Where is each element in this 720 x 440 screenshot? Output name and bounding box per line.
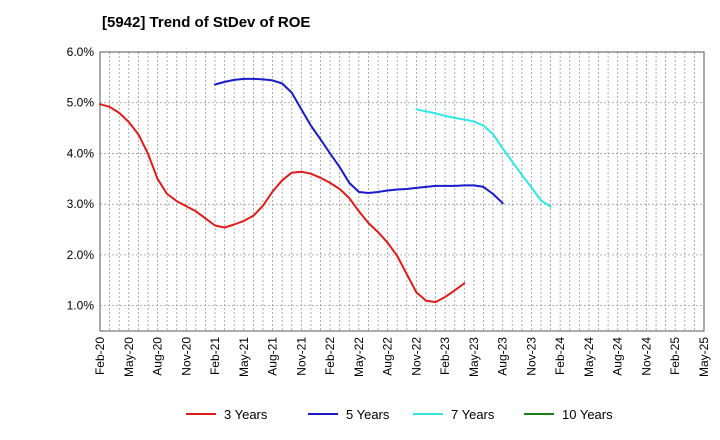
legend-label: 10 Years — [562, 407, 613, 422]
legend-label: 3 Years — [224, 407, 268, 422]
x-tick-label: May-24 — [582, 337, 596, 377]
x-tick-label: Aug-21 — [266, 337, 280, 376]
legend-label: 7 Years — [451, 407, 495, 422]
series-line-3 — [415, 108, 552, 208]
x-tick-label: May-23 — [467, 337, 481, 377]
plot-frame — [99, 51, 705, 332]
x-tick-label: May-21 — [237, 337, 251, 377]
x-tick-label: Feb-25 — [668, 337, 682, 375]
x-tick-label: Feb-24 — [553, 337, 567, 375]
plot-area — [100, 52, 704, 331]
x-tick-label: May-22 — [352, 337, 366, 377]
y-tick-label: 4.0% — [67, 146, 95, 160]
x-tick-label: Feb-21 — [208, 337, 222, 375]
x-tick-label: Aug-24 — [611, 337, 625, 376]
x-tick-label: May-20 — [122, 337, 136, 377]
x-tick-label: Nov-20 — [179, 337, 193, 376]
axis-layer: 1.0% 2.0% 3.0% 4.0% 5.0% 6.0% Feb-20 May-20 Aug-… — [67, 45, 711, 377]
x-tick-label: Nov-22 — [409, 337, 423, 376]
y-tick-label: 6.0% — [67, 45, 95, 59]
grid-layer — [100, 51, 704, 331]
y-tick-label: 5.0% — [67, 96, 95, 110]
y-tick-label: 2.0% — [67, 248, 95, 262]
x-tick-label: Feb-20 — [93, 337, 107, 375]
x-tick-label: Nov-21 — [294, 337, 308, 376]
x-tick-label: Nov-24 — [639, 337, 653, 376]
x-tick-label: Aug-22 — [381, 337, 395, 376]
y-tick-label: 3.0% — [67, 197, 95, 211]
x-tick-label: Nov-23 — [524, 337, 538, 376]
chart-title: [5942] Trend of StDev of ROE — [102, 14, 311, 31]
series-line-2 — [214, 77, 504, 205]
x-tick-label: Feb-22 — [323, 337, 337, 375]
x-tick-label: Feb-23 — [438, 337, 452, 375]
y-tick-label: 1.0% — [67, 299, 95, 313]
x-tick-label: Aug-20 — [151, 337, 165, 376]
legend-layer: 3 Years 5 Years 7 Years 10 Years — [186, 407, 613, 422]
x-tick-label: May-25 — [697, 337, 711, 377]
series-line-1 — [99, 103, 466, 304]
x-tick-label: Aug-23 — [496, 337, 510, 376]
legend-label: 5 Years — [346, 407, 390, 422]
series-layer — [99, 77, 552, 304]
